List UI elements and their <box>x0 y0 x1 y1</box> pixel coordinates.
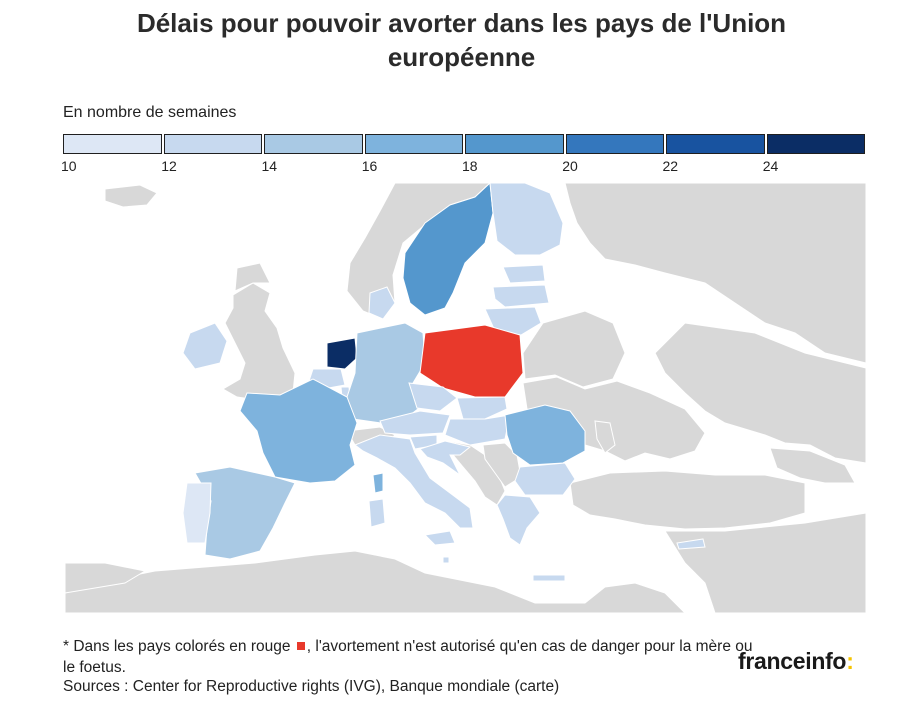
latvia <box>492 284 550 308</box>
red-square-icon <box>296 642 305 650</box>
greece <box>496 494 541 546</box>
sicily <box>423 530 456 546</box>
malta <box>442 556 450 564</box>
middle-east <box>664 512 866 613</box>
eu-countries <box>182 183 706 582</box>
sweden <box>402 183 494 316</box>
netherlands <box>326 337 358 370</box>
legend-tick-label: 10 <box>61 158 77 174</box>
russia-northwest <box>564 183 866 364</box>
legend-swatch <box>666 134 765 154</box>
brand-colon: : <box>846 648 854 674</box>
africa-west <box>65 562 147 594</box>
serbia <box>482 442 522 488</box>
legend-tick-label: 14 <box>261 158 278 174</box>
bulgaria <box>514 462 576 496</box>
estonia <box>502 264 546 284</box>
legend-tick-label: 18 <box>462 158 478 174</box>
turkey <box>569 470 806 530</box>
franceinfo-logo: franceinfo: <box>738 648 854 675</box>
footnote-suffix: , l'avortement n'est autorisé qu'en cas … <box>63 638 753 676</box>
brand-name: franceinfo <box>738 648 847 674</box>
austria <box>379 410 451 436</box>
crete <box>532 574 566 582</box>
portugal <box>182 482 212 544</box>
denmark <box>368 286 396 320</box>
legend-swatch <box>163 134 262 154</box>
title-line-1: Délais pour pouvoir avorter dans les pay… <box>136 8 787 38</box>
legend-swatch <box>63 134 162 154</box>
chart-title: Délais pour pouvoir avorter dans les pay… <box>0 6 923 74</box>
france <box>239 378 358 484</box>
legend-tick-label: 20 <box>562 158 578 174</box>
slovakia <box>456 396 508 420</box>
legend-color-scale <box>63 134 865 154</box>
sources-text: Sources : Center for Reproductive rights… <box>63 678 560 695</box>
scotland-north <box>234 262 271 292</box>
iceland <box>104 184 158 208</box>
legend-tick-label: 12 <box>161 158 177 174</box>
north-africa <box>65 550 686 613</box>
legend-swatch <box>364 134 463 154</box>
czechia <box>408 382 458 412</box>
cyprus <box>676 538 706 550</box>
legend-swatch <box>565 134 664 154</box>
non-eu-land <box>65 183 866 613</box>
legend-swatch <box>766 134 865 154</box>
legend-swatch <box>264 134 363 154</box>
legend-tick-label: 16 <box>361 158 378 174</box>
corsica <box>372 472 384 494</box>
legend-label: En nombre de semaines <box>63 104 237 121</box>
caucasus <box>769 447 856 484</box>
ireland <box>182 322 228 370</box>
russia-east <box>654 322 866 464</box>
legend-swatch <box>465 134 564 154</box>
romania <box>504 404 586 466</box>
belarus <box>522 310 626 388</box>
hungary <box>444 414 511 446</box>
legend-tick-label: 22 <box>662 158 679 174</box>
title-line-2: européenne <box>387 42 536 72</box>
croatia <box>419 440 472 476</box>
finland <box>489 183 564 256</box>
italy <box>353 434 474 529</box>
europe-map <box>65 183 866 613</box>
moldova <box>594 420 616 454</box>
footnote-prefix: * Dans les pays colorés en rouge <box>63 638 291 655</box>
sardinia <box>368 498 386 528</box>
legend-tick-label: 24 <box>762 158 779 174</box>
footnote: * Dans les pays colorés en rouge , l'avo… <box>63 636 763 678</box>
germany <box>346 322 426 424</box>
